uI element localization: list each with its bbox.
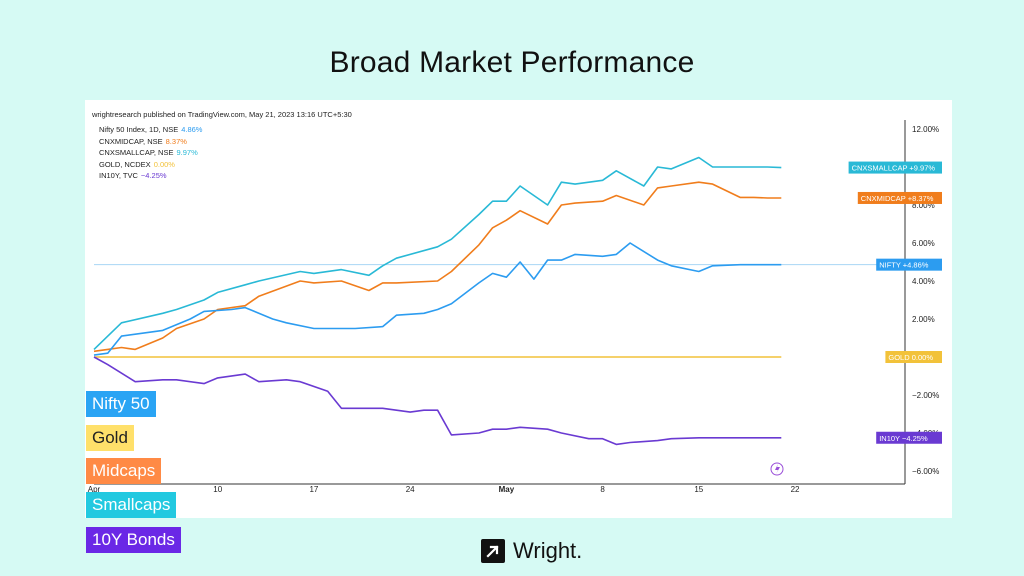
end-label-box-cnxmidcap bbox=[857, 191, 942, 204]
end-label-nifty: NIFTY +4.86% bbox=[879, 261, 929, 270]
badge-midcaps: Midcaps bbox=[86, 458, 162, 484]
legend-item-nifty: Nifty 50 Index, 1D, NSE 4.86% bbox=[99, 125, 202, 134]
legend-value: 8.37% bbox=[165, 137, 187, 146]
series-line-nifty bbox=[93, 242, 782, 356]
badge-nifty50: Nifty 50 bbox=[86, 391, 156, 417]
legend-label: GOLD, NCDEX bbox=[99, 160, 151, 169]
page-title: Broad Market Performance bbox=[329, 46, 695, 79]
end-label-box-in10y bbox=[876, 431, 942, 444]
x-tick-label: 24 bbox=[406, 485, 415, 494]
x-tick-label: 15 bbox=[694, 485, 703, 494]
x-tick-label: 10 bbox=[213, 485, 222, 494]
legend-label: IN10Y, TVC bbox=[99, 171, 138, 180]
legend-item-gold: GOLD, NCDEX 0.00% bbox=[99, 160, 175, 169]
badge-10y-bonds: 10Y Bonds bbox=[86, 527, 181, 553]
end-label-cnxmidcap: CNXMIDCAP +8.37% bbox=[861, 194, 934, 203]
badge-gold: Gold bbox=[86, 425, 134, 451]
series-line-cnxsmallcap bbox=[93, 156, 782, 350]
y-tick-label: 6.00% bbox=[912, 239, 935, 248]
y-tick-label: 8.00% bbox=[912, 201, 935, 210]
end-label-box-nifty bbox=[876, 258, 942, 271]
y-tick-label: 4.00% bbox=[912, 277, 935, 286]
chart-publisher-note: wrightresearch published on TradingView.… bbox=[92, 110, 352, 119]
legend-value: −4.25% bbox=[140, 171, 167, 180]
legend-item-midcap: CNXMIDCAP, NSE 8.37% bbox=[99, 137, 187, 146]
lightning-bolt-icon bbox=[775, 464, 780, 474]
legend-label: Nifty 50 Index, 1D, NSE bbox=[99, 125, 179, 134]
wright-logo-icon bbox=[481, 539, 505, 563]
series-line-in10y bbox=[93, 356, 782, 446]
y-tick-label: 12.00% bbox=[912, 125, 939, 134]
legend-value: 9.97% bbox=[176, 148, 198, 157]
y-tick-label: −6.00% bbox=[912, 467, 939, 476]
legend-value: 4.86% bbox=[181, 125, 203, 134]
x-tick-label: 8 bbox=[600, 485, 605, 494]
end-label-in10y: IN10Y −4.25% bbox=[879, 434, 928, 443]
legend-value: 0.00% bbox=[153, 160, 175, 169]
series-line-cnxmidcap bbox=[93, 181, 782, 353]
end-label-gold: GOLD 0.00% bbox=[888, 353, 933, 362]
brand-footer: Wright. bbox=[481, 536, 582, 566]
x-tick-label: Apr bbox=[88, 485, 101, 494]
legend-label: CNXMIDCAP, NSE bbox=[99, 137, 163, 146]
legend-label: CNXSMALLCAP, NSE bbox=[99, 148, 174, 157]
end-label-box-gold bbox=[885, 351, 942, 363]
y-tick-label: 2.00% bbox=[912, 315, 935, 324]
x-tick-label: 17 bbox=[309, 485, 318, 494]
badge-smallcaps: Smallcaps bbox=[86, 492, 177, 518]
x-tick-label: 22 bbox=[791, 485, 800, 494]
legend-item-smallcap: CNXSMALLCAP, NSE 9.97% bbox=[99, 148, 198, 157]
brand-name: Wright. bbox=[513, 538, 583, 563]
end-label-cnxsmallcap: CNXSMALLCAP +9.97% bbox=[852, 164, 936, 173]
x-tick-label: May bbox=[499, 485, 515, 494]
y-tick-label: −2.00% bbox=[912, 391, 939, 400]
end-label-box-cnxsmallcap bbox=[848, 161, 942, 174]
legend-item-in10y: IN10Y, TVC −4.25% bbox=[99, 171, 167, 180]
